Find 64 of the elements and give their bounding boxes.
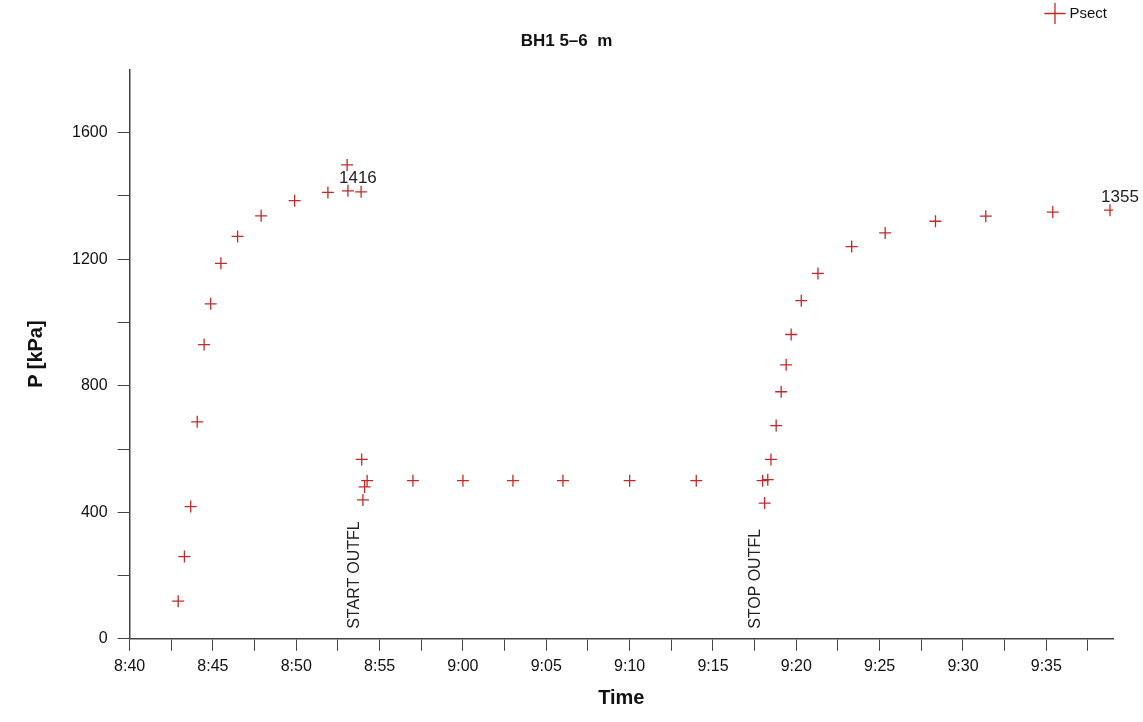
point <box>556 473 570 488</box>
point <box>928 214 943 228</box>
point <box>230 229 245 244</box>
point <box>177 549 192 564</box>
x-tick-label: 9:30 <box>947 656 979 674</box>
annotation: START OUTFL <box>345 521 363 629</box>
point <box>689 473 703 488</box>
point <box>287 194 302 208</box>
x-tick-label: 9:20 <box>780 656 812 674</box>
point <box>774 385 788 399</box>
point <box>357 480 372 494</box>
point <box>184 499 198 514</box>
x-tick-label: 9:10 <box>614 656 646 674</box>
point <box>758 496 772 510</box>
point <box>355 452 369 467</box>
point <box>1046 205 1060 219</box>
point <box>506 473 520 488</box>
point <box>779 358 793 372</box>
y-tick-label: 1600 <box>72 123 108 141</box>
point <box>811 266 825 281</box>
point <box>456 473 470 488</box>
x-tick-label: 9:25 <box>864 656 896 674</box>
point <box>845 239 859 254</box>
y-axis-title: P [kPa] <box>23 320 46 388</box>
point <box>878 226 892 240</box>
point <box>769 418 783 433</box>
y-tick-label: 1200 <box>72 249 108 267</box>
annotation: STOP OUTFL <box>746 528 764 629</box>
point <box>406 473 420 488</box>
point <box>341 184 355 198</box>
point <box>190 415 204 429</box>
point <box>761 473 775 487</box>
data-label: 1416 <box>339 168 377 188</box>
x-tick-label: 8:55 <box>364 656 396 674</box>
data-label: 1355 <box>1101 187 1139 207</box>
point <box>340 158 354 172</box>
legend-label: Psect <box>1069 3 1108 21</box>
point <box>356 493 370 507</box>
point <box>354 185 368 199</box>
point <box>214 256 228 270</box>
x-axis-title: Time <box>598 685 645 708</box>
x-tick-label: 8:45 <box>197 656 229 674</box>
point <box>756 473 770 488</box>
x-tick-label: 9:15 <box>697 656 729 674</box>
point <box>979 209 993 223</box>
point <box>254 209 268 223</box>
y-tick-label: 0 <box>98 629 108 647</box>
x-tick-label: 9:05 <box>530 656 562 674</box>
y-tick-label: 400 <box>80 502 108 520</box>
x-tick-label: 9:00 <box>447 656 479 674</box>
point <box>204 297 218 311</box>
point <box>623 473 637 488</box>
chart-title: BH1 5–6 m <box>520 30 613 50</box>
point <box>764 452 778 467</box>
point <box>784 327 798 342</box>
x-tick-label: 8:40 <box>114 656 146 674</box>
x-tick-label: 9:35 <box>1030 656 1062 674</box>
point <box>794 293 808 308</box>
point <box>197 337 211 352</box>
point <box>171 594 185 608</box>
x-tick-label: 8:50 <box>280 656 312 674</box>
point <box>321 185 335 200</box>
y-tick-label: 800 <box>80 376 108 394</box>
point <box>360 473 374 488</box>
